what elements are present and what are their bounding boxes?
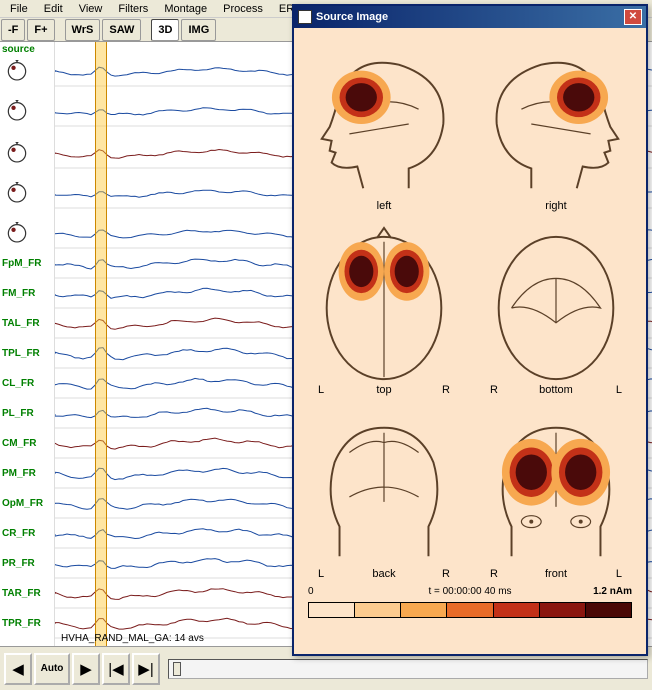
info-text: HVHA_RAND_MAL_GA: 14 avs (61, 633, 204, 644)
channel-label: TAR_FR (2, 588, 41, 599)
colorbar-max: 1.2 nAm (593, 586, 632, 597)
close-button[interactable]: ✕ (624, 9, 642, 25)
panel-back: LbackR (300, 402, 468, 582)
head-icon (4, 142, 30, 168)
head-icon (4, 222, 30, 248)
panel-bottom: RbottomL (472, 218, 640, 398)
panel-top: LtopR (300, 218, 468, 398)
panel-front: RfrontL (472, 402, 640, 582)
btn-auto[interactable]: Auto (34, 653, 70, 685)
source-label: source (2, 44, 35, 55)
menu-montage[interactable]: Montage (156, 2, 215, 16)
grid-icon (298, 10, 312, 24)
btn-next[interactable]: ▶ (72, 653, 100, 685)
panel-right: right (472, 34, 640, 214)
btn-step-fwd[interactable]: ▶| (132, 653, 160, 685)
tool-3d[interactable]: 3D (151, 19, 179, 41)
channel-label-column: source FpM_FR FM_FR TAL_FR TPL_FR CL_FR PL_FR… (0, 42, 55, 646)
menu-process[interactable]: Process (215, 2, 271, 16)
tool-img[interactable]: IMG (181, 19, 216, 41)
tool-f-plus[interactable]: F+ (27, 19, 54, 41)
colorbar-min: 0 (308, 586, 314, 597)
menu-file[interactable]: File (2, 2, 36, 16)
colorbar-time: t = 00:00:00 40 ms (428, 586, 511, 597)
menu-view[interactable]: View (71, 2, 111, 16)
channel-label: TPL_FR (2, 348, 40, 359)
head-icon (4, 60, 30, 86)
btn-step-back[interactable]: |◀ (102, 653, 130, 685)
colorbar-gradient (308, 602, 632, 618)
source-titlebar[interactable]: Source Image ✕ (294, 6, 646, 28)
channel-label: PL_FR (2, 408, 34, 419)
tool-minus-f[interactable]: -F (1, 19, 25, 41)
panel-left: left (300, 34, 468, 214)
head-icon (4, 100, 30, 126)
channel-label: CM_FR (2, 438, 36, 449)
source-image-window: Source Image ✕ left right LtopR RbottomL… (292, 4, 648, 656)
channel-label: TPR_FR (2, 618, 41, 629)
btn-prev[interactable]: ◀ (4, 653, 32, 685)
channel-label: PM_FR (2, 468, 36, 479)
time-slider[interactable] (168, 659, 648, 679)
tool-saw[interactable]: SAW (102, 19, 141, 41)
tool-wrs[interactable]: WrS (65, 19, 101, 41)
time-cursor[interactable] (95, 42, 107, 646)
head-icon (4, 182, 30, 208)
channel-label: CL_FR (2, 378, 34, 389)
channel-label: PR_FR (2, 558, 35, 569)
channel-label: FpM_FR (2, 258, 41, 269)
source-content: left right LtopR RbottomL LbackR RfrontL… (294, 28, 646, 654)
channel-label: OpM_FR (2, 498, 43, 509)
channel-label: TAL_FR (2, 318, 40, 329)
menu-filters[interactable]: Filters (110, 2, 156, 16)
source-title: Source Image (316, 11, 388, 23)
time-slider-thumb[interactable] (173, 662, 181, 676)
channel-label: CR_FR (2, 528, 35, 539)
channel-label: FM_FR (2, 288, 35, 299)
menu-edit[interactable]: Edit (36, 2, 71, 16)
colorbar: 0 t = 00:00:00 40 ms 1.2 nAm (300, 586, 640, 636)
